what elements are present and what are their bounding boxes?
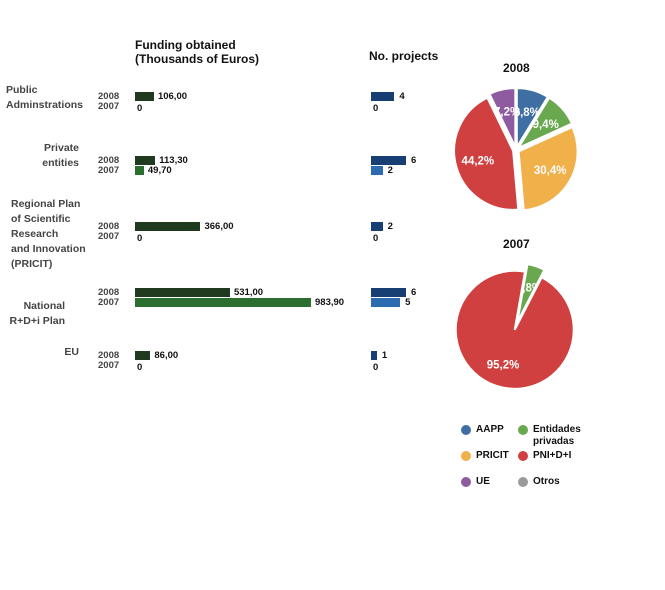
- year-label: 2007: [98, 165, 120, 176]
- projects-bar: [371, 156, 406, 165]
- projects-value-label: 4: [399, 91, 405, 102]
- projects-value-label: 0: [373, 233, 379, 244]
- funding-value-label: 0: [137, 103, 143, 114]
- pie-2007-title: 2007: [503, 237, 530, 251]
- projects-bar: [371, 222, 383, 231]
- pie-slice-label: 8,8%: [514, 107, 540, 119]
- pie-slice: [488, 87, 517, 148]
- projects-header: No. projects: [369, 49, 439, 63]
- legend-label: UE: [476, 476, 490, 487]
- year-label: 2007: [98, 231, 120, 242]
- legend-swatch: [518, 477, 528, 487]
- funding-value-label: 983,90: [315, 297, 345, 308]
- projects-bar: [371, 92, 395, 101]
- legend-label: Entidades privadas: [533, 424, 581, 447]
- year-label: 2007: [98, 360, 120, 371]
- pie-2008: 8,8%9,4% 30,4% 44,2% 7,2%: [453, 87, 579, 212]
- projects-bar: [371, 298, 401, 307]
- legend-label: PRICIT: [476, 450, 509, 461]
- legend-label: Otros: [533, 476, 560, 487]
- pie-slice: [515, 87, 550, 151]
- category-label: Regional Plan of Scientific Research and…: [11, 198, 86, 270]
- category-label: EU: [64, 346, 79, 358]
- projects-value-label: 0: [373, 362, 379, 373]
- pie-slice-label: 95,2%: [487, 359, 520, 371]
- funding-value-label: 49,70: [147, 165, 172, 176]
- year-label: 2008: [98, 91, 120, 102]
- pie-2007: 4,8%95,2%: [454, 262, 575, 390]
- pie-slice: [517, 125, 579, 212]
- legend-label: AAPP: [476, 424, 504, 435]
- funding-value-label: 86,00: [154, 350, 179, 361]
- projects-value-label: 0: [373, 103, 379, 114]
- pie-slice-label: 7,2%: [494, 106, 520, 118]
- projects-value-label: 6: [411, 287, 417, 298]
- funding-value-label: 0: [137, 233, 143, 244]
- category-label: Private entities: [42, 142, 79, 169]
- projects-bar: [371, 288, 406, 297]
- year-label: 2007: [98, 297, 120, 308]
- pie-slice-label: 30,4%: [534, 165, 567, 177]
- legend-label: PNI+D+I: [533, 450, 572, 461]
- funding-value-label: 106,00: [157, 91, 188, 102]
- funding-bar: [135, 166, 144, 175]
- year-label: 2008: [98, 221, 120, 232]
- category-label: Public Adminstrations: [6, 84, 84, 111]
- funding-value-label: 531,00: [233, 287, 264, 298]
- projects-bar: [371, 351, 377, 360]
- projects-value-label: 1: [381, 350, 388, 361]
- projects-value-label: 5: [405, 297, 411, 308]
- funding-bar: [135, 351, 151, 360]
- pie-slice: [453, 96, 520, 211]
- funding-bar: [135, 298, 311, 307]
- legend-swatch: [461, 451, 471, 461]
- pie-slice: [515, 96, 574, 151]
- legend-swatch: [518, 425, 528, 435]
- funding-bar: [135, 288, 230, 297]
- year-label: 2008: [98, 287, 120, 298]
- projects-value-label: 2: [387, 221, 393, 232]
- projects-value-label: 6: [411, 155, 417, 166]
- pie-slice: [454, 269, 575, 390]
- legend-swatch: [461, 477, 471, 487]
- funding-header: Funding obtained (Thousands of Euros): [135, 38, 259, 66]
- pie-2008-title: 2008: [503, 61, 530, 75]
- funding-bar: [135, 156, 156, 165]
- pie-slice-label: 44,2%: [462, 156, 495, 168]
- pie-slice: [516, 262, 546, 323]
- year-label: 2007: [98, 101, 120, 112]
- legend-swatch: [518, 451, 528, 461]
- projects-value-label: 2: [387, 165, 393, 176]
- funding-bar: [135, 222, 201, 231]
- year-label: 2008: [98, 155, 120, 166]
- funding-value-label: 113,30: [159, 155, 188, 166]
- funding-value-label: 366,00: [204, 221, 234, 232]
- funding-bar: [135, 92, 154, 101]
- legend-swatch: [461, 425, 471, 435]
- funding-value-label: 0: [137, 362, 143, 373]
- pie-slice-label: 9,4%: [533, 119, 559, 131]
- year-label: 2008: [98, 350, 120, 361]
- category-label: National R+D+i Plan: [9, 300, 65, 327]
- projects-bar: [371, 166, 383, 175]
